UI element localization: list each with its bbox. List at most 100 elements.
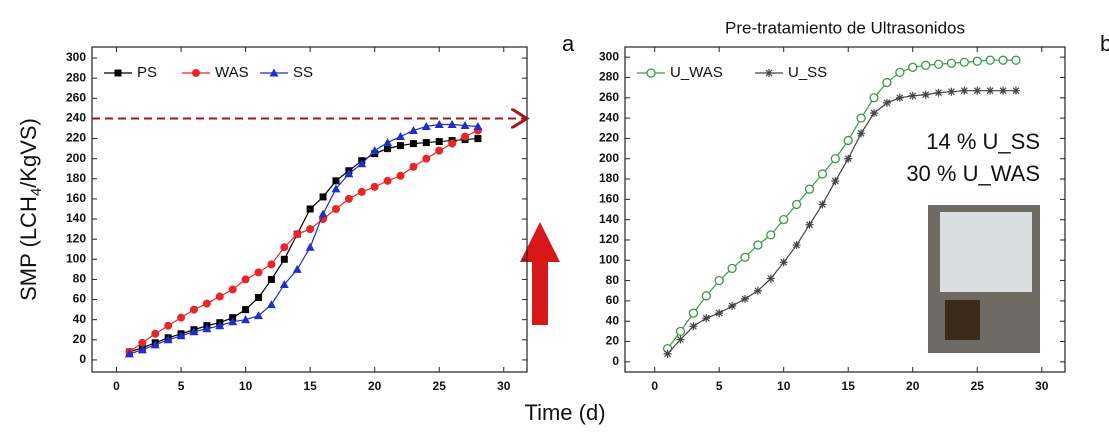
marker	[921, 90, 930, 99]
marker	[150, 340, 160, 349]
marker	[434, 119, 444, 128]
marker	[727, 263, 737, 274]
x-tick-label: 10	[777, 379, 791, 393]
marker	[646, 68, 656, 78]
marker	[189, 327, 199, 336]
plot-frame	[91, 46, 528, 373]
marker	[779, 258, 788, 267]
legend-label: SS	[293, 64, 313, 81]
y-tick-label: 120	[599, 232, 619, 246]
plot-frame	[624, 46, 1066, 373]
marker	[383, 138, 393, 147]
y-tick-label: 220	[66, 131, 86, 145]
marker	[242, 306, 250, 314]
y-tick-label: 180	[599, 171, 619, 185]
marker	[805, 220, 814, 229]
marker	[973, 86, 982, 95]
marker	[344, 169, 354, 178]
marker	[396, 171, 405, 180]
marker	[163, 335, 173, 344]
marker	[689, 322, 698, 331]
marker	[870, 109, 879, 118]
marker	[215, 321, 225, 330]
marker	[998, 55, 1008, 65]
x-tick-label: 0	[113, 379, 120, 393]
marker	[192, 69, 200, 77]
marker	[715, 309, 724, 318]
x-axis-label: Time (d)	[524, 400, 605, 425]
marker	[818, 200, 827, 209]
marker	[202, 324, 212, 333]
marker	[663, 349, 672, 358]
marker	[164, 321, 173, 330]
marker	[177, 313, 186, 322]
marker	[228, 285, 237, 294]
marker	[408, 126, 418, 135]
marker	[999, 86, 1008, 95]
y-tick-label: 160	[599, 192, 619, 206]
marker	[895, 93, 904, 102]
marker	[728, 301, 737, 310]
x-tick-label: 0	[651, 379, 658, 393]
marker	[714, 275, 724, 286]
marker	[124, 349, 134, 358]
marker	[908, 91, 917, 100]
x-tick-label: 30	[497, 379, 511, 393]
marker	[460, 120, 470, 129]
y-tick-label: 0	[79, 352, 86, 366]
marker	[370, 146, 380, 155]
marker	[473, 121, 483, 130]
y-tick-label: 20	[73, 332, 87, 346]
series-line	[667, 90, 1016, 355]
marker	[176, 331, 186, 340]
photo-beaker	[945, 300, 980, 340]
marker	[397, 142, 405, 150]
y-tick-label: 80	[73, 272, 87, 286]
marker	[448, 139, 457, 148]
marker	[688, 308, 699, 318]
marker	[266, 300, 276, 309]
y-tick-label: 80	[606, 273, 620, 287]
marker	[306, 225, 315, 234]
x-tick-label: 25	[433, 379, 447, 393]
marker	[1011, 86, 1020, 95]
marker	[357, 159, 367, 168]
marker	[254, 268, 263, 277]
marker	[422, 154, 431, 163]
marker	[370, 182, 379, 191]
marker	[384, 145, 392, 153]
marker	[934, 88, 943, 97]
marker	[241, 275, 250, 284]
y-tick-label: 280	[66, 70, 86, 84]
marker	[908, 62, 918, 72]
marker	[357, 187, 366, 196]
marker	[114, 69, 122, 77]
series-line	[129, 123, 478, 355]
marker	[228, 317, 238, 326]
marker	[254, 311, 264, 320]
marker	[267, 260, 276, 269]
marker	[306, 205, 314, 213]
x-tick-label: 30	[1035, 379, 1049, 393]
marker	[422, 139, 430, 147]
marker	[766, 230, 776, 240]
chart-title: Pre-tratamiento de Ultrasonidos	[725, 18, 965, 37]
marker	[869, 93, 879, 103]
marker	[946, 58, 957, 68]
legend-label: U_SS	[788, 64, 827, 81]
marker	[280, 243, 289, 252]
y-tick-label: 100	[66, 251, 86, 265]
marker	[292, 264, 302, 273]
marker	[293, 230, 302, 239]
marker	[474, 135, 482, 143]
series-line	[129, 137, 478, 353]
marker	[741, 294, 749, 303]
x-tick-label: 20	[368, 379, 382, 393]
marker	[959, 57, 970, 67]
marker	[396, 132, 406, 141]
marker	[435, 138, 443, 146]
marker	[409, 162, 418, 171]
x-tick-label: 10	[239, 379, 253, 393]
marker	[421, 121, 431, 130]
